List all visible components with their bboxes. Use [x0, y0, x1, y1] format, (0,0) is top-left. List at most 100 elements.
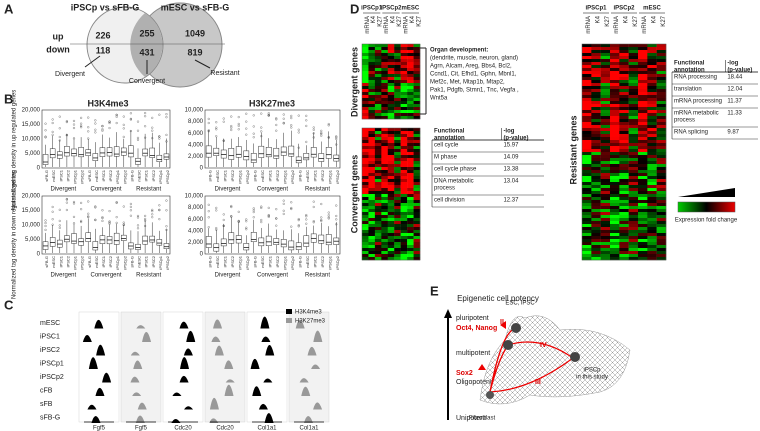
heat-cell — [400, 71, 408, 75]
table-header: -log — [503, 129, 514, 135]
heat-cell — [638, 176, 648, 180]
heat-cell — [656, 188, 667, 192]
heat-cell — [374, 194, 382, 198]
heat-cell — [638, 104, 648, 108]
heat-cell — [647, 56, 657, 60]
heat-cell — [591, 107, 601, 111]
x-tick-label: iPSC1 — [58, 255, 63, 267]
outlier — [51, 133, 54, 136]
heat-cell — [374, 170, 382, 174]
heat-cell — [638, 212, 648, 216]
heat-cell — [387, 143, 395, 147]
outlier — [80, 116, 83, 119]
heat-cell — [582, 143, 592, 147]
heat-cell — [656, 248, 667, 252]
heat-cell — [362, 50, 369, 54]
heat-cell — [656, 218, 667, 222]
heat-cell — [610, 80, 620, 84]
heat-cell — [628, 203, 639, 207]
y-tick-label: 10,000 — [185, 194, 204, 200]
heat-cell — [362, 146, 369, 150]
x-tick-label: mESC — [94, 170, 99, 182]
outlier — [165, 228, 168, 231]
outlier — [136, 227, 140, 230]
heat-cell — [656, 128, 667, 132]
heat-cell — [407, 56, 414, 60]
heat-cell — [381, 131, 388, 135]
outlier — [65, 197, 68, 201]
heat-cell — [387, 179, 395, 183]
outlier — [129, 112, 132, 115]
box — [220, 149, 227, 159]
outlier — [129, 118, 132, 121]
track-label: K4 — [371, 15, 377, 23]
outlier — [275, 129, 278, 132]
heat-cell — [413, 149, 421, 153]
heat-cell — [619, 185, 629, 189]
heat-cell — [374, 149, 382, 153]
heat-cell — [591, 47, 601, 51]
heat-cell — [638, 101, 648, 105]
heat-cell — [413, 104, 421, 108]
heat-cell — [582, 83, 592, 87]
column-header: iPSCp2 — [380, 6, 402, 12]
heat-cell — [413, 143, 421, 147]
heat-cell — [400, 251, 408, 255]
heat-cell — [381, 161, 388, 165]
heat-cell — [600, 143, 611, 147]
heat-cell — [394, 224, 401, 228]
heat-cell — [656, 116, 667, 120]
heat-cell — [362, 239, 369, 243]
heat-cell — [394, 152, 401, 156]
heat-cell — [628, 233, 639, 237]
heat-cell — [368, 92, 376, 96]
heat-cell — [610, 188, 620, 192]
heat-cell — [619, 143, 629, 147]
heat-cell — [400, 179, 408, 183]
table-header: (p-value) — [503, 136, 528, 142]
heat-cell — [591, 122, 601, 126]
heat-cell — [600, 188, 611, 192]
outlier — [327, 216, 330, 219]
heat-cell — [600, 80, 611, 84]
heat-cell — [374, 155, 382, 159]
heat-cell — [368, 173, 376, 177]
heat-cell — [374, 152, 382, 156]
heat-cell — [413, 179, 421, 183]
heat-cell — [628, 86, 639, 90]
box — [273, 147, 280, 159]
heat-cell — [368, 50, 376, 54]
track-label: mRNA — [384, 16, 390, 34]
heat-cell — [407, 224, 414, 228]
outlier — [72, 137, 76, 140]
outlier — [58, 127, 61, 130]
heat-cell — [368, 59, 376, 63]
box — [303, 235, 310, 247]
panel-letter: B — [4, 91, 13, 106]
heat-cell — [619, 248, 629, 252]
outlier — [290, 207, 293, 211]
heat-cell — [368, 224, 376, 228]
heat-cell — [582, 185, 592, 189]
heat-cell — [362, 254, 369, 258]
heat-cell — [381, 200, 388, 204]
outlier — [305, 124, 308, 127]
heat-cell — [368, 137, 376, 141]
heat-cell — [374, 101, 382, 105]
outlier — [290, 201, 293, 204]
heat-cell — [591, 152, 601, 156]
heat-cell — [600, 95, 611, 99]
count: 226 — [95, 30, 110, 40]
peak — [164, 357, 202, 369]
heat-cell — [368, 179, 376, 183]
outlier — [101, 129, 104, 132]
heat-cell — [591, 89, 601, 93]
heat-cell — [647, 197, 657, 201]
heat-cell — [628, 146, 639, 150]
heat-cell — [400, 152, 408, 156]
x-tick-label: mESC — [305, 170, 310, 182]
heat-cell — [362, 161, 369, 165]
row-label: up — [53, 31, 64, 41]
sample-label: sFB-G — [40, 414, 60, 421]
